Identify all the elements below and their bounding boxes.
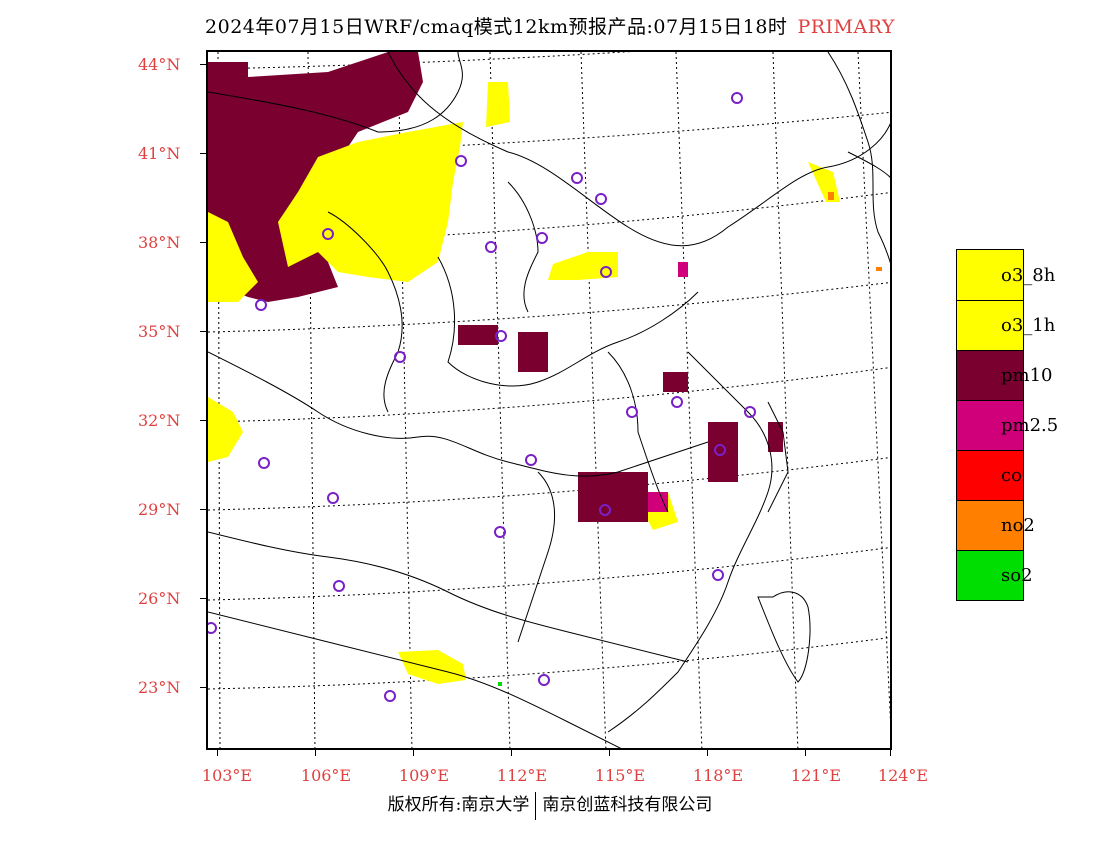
- lon-tick: [707, 750, 708, 756]
- province-boundaries: [208, 52, 890, 748]
- legend-swatch-so2: [957, 550, 1023, 600]
- lon-tick: [217, 750, 218, 756]
- lon-tick: [315, 750, 316, 756]
- legend-swatch-co: [957, 450, 1023, 500]
- legend-swatch-pm10: [957, 350, 1023, 400]
- lat-label: 44°N: [138, 55, 181, 74]
- lat-label: 41°N: [138, 144, 181, 163]
- lat-tick: [200, 153, 206, 154]
- lon-label: 112°E: [496, 766, 548, 785]
- lon-tick: [609, 750, 610, 756]
- lat-tick: [200, 64, 206, 65]
- legend-label-so2: so2: [1001, 565, 1033, 586]
- o3-area-northtop: [486, 82, 510, 127]
- lon-tick: [413, 750, 414, 756]
- lon-label: 109°E: [398, 766, 450, 785]
- lat-label: 38°N: [138, 233, 181, 252]
- map-canvas: [208, 52, 890, 748]
- legend-label-pm25: pm2.5: [1001, 415, 1059, 436]
- copyright-footer: 版权所有:南京大学 南京创蓝科技有限公司: [0, 790, 1100, 820]
- lat-tick: [200, 687, 206, 688]
- legend-label-o3-8h: o3_8h: [1001, 265, 1056, 286]
- lat-label: 26°N: [138, 589, 181, 608]
- footer-divider: [535, 791, 537, 820]
- map-title: 2024年07月15日WRF/cmaq模式12km预报产品:07月15日18时 P…: [0, 12, 1100, 39]
- o3-area-south: [398, 650, 466, 684]
- o3-area-north: [278, 122, 463, 282]
- lat-label: 35°N: [138, 322, 181, 341]
- lat-tick: [200, 598, 206, 599]
- lat-tick: [200, 509, 206, 510]
- lat-label: 32°N: [138, 411, 181, 430]
- lon-tick: [890, 750, 891, 756]
- lat-tick: [200, 331, 206, 332]
- pollutant-fields: [208, 52, 882, 686]
- lon-label: 124°E: [877, 766, 929, 785]
- legend: [956, 249, 1024, 601]
- o3-area-west-edge: [208, 212, 258, 302]
- lon-label: 106°E: [300, 766, 352, 785]
- lon-label: 115°E: [594, 766, 646, 785]
- legend-swatch-o3-8h: [957, 250, 1023, 300]
- lon-tick: [511, 750, 512, 756]
- footer-right: 南京创蓝科技有限公司: [542, 795, 713, 815]
- legend-swatch-no2: [957, 500, 1023, 550]
- lat-tick: [200, 242, 206, 243]
- lon-label: 103°E: [201, 766, 253, 785]
- city-markers: [208, 92, 756, 702]
- map-panel: [206, 50, 892, 750]
- o3-area-west-mid: [208, 397, 243, 462]
- lon-tick: [805, 750, 806, 756]
- legend-label-o3-1h: o3_1h: [1001, 315, 1056, 336]
- legend-label-pm10: pm10: [1001, 365, 1053, 386]
- lon-label: 118°E: [692, 766, 744, 785]
- footer-left: 版权所有:南京大学: [387, 795, 530, 815]
- legend-swatch-o3-1h: [957, 300, 1023, 350]
- lat-label: 23°N: [138, 678, 181, 697]
- lat-tick: [200, 420, 206, 421]
- legend-swatch-pm25: [957, 400, 1023, 450]
- title-text: 2024年07月15日WRF/cmaq模式12km预报产品:07月15日18时: [205, 16, 788, 38]
- primary-tag: PRIMARY: [797, 16, 895, 38]
- lat-label: 29°N: [138, 500, 181, 519]
- legend-label-no2: no2: [1001, 515, 1035, 536]
- legend-label-co: co: [1001, 465, 1022, 486]
- lon-label: 121°E: [790, 766, 842, 785]
